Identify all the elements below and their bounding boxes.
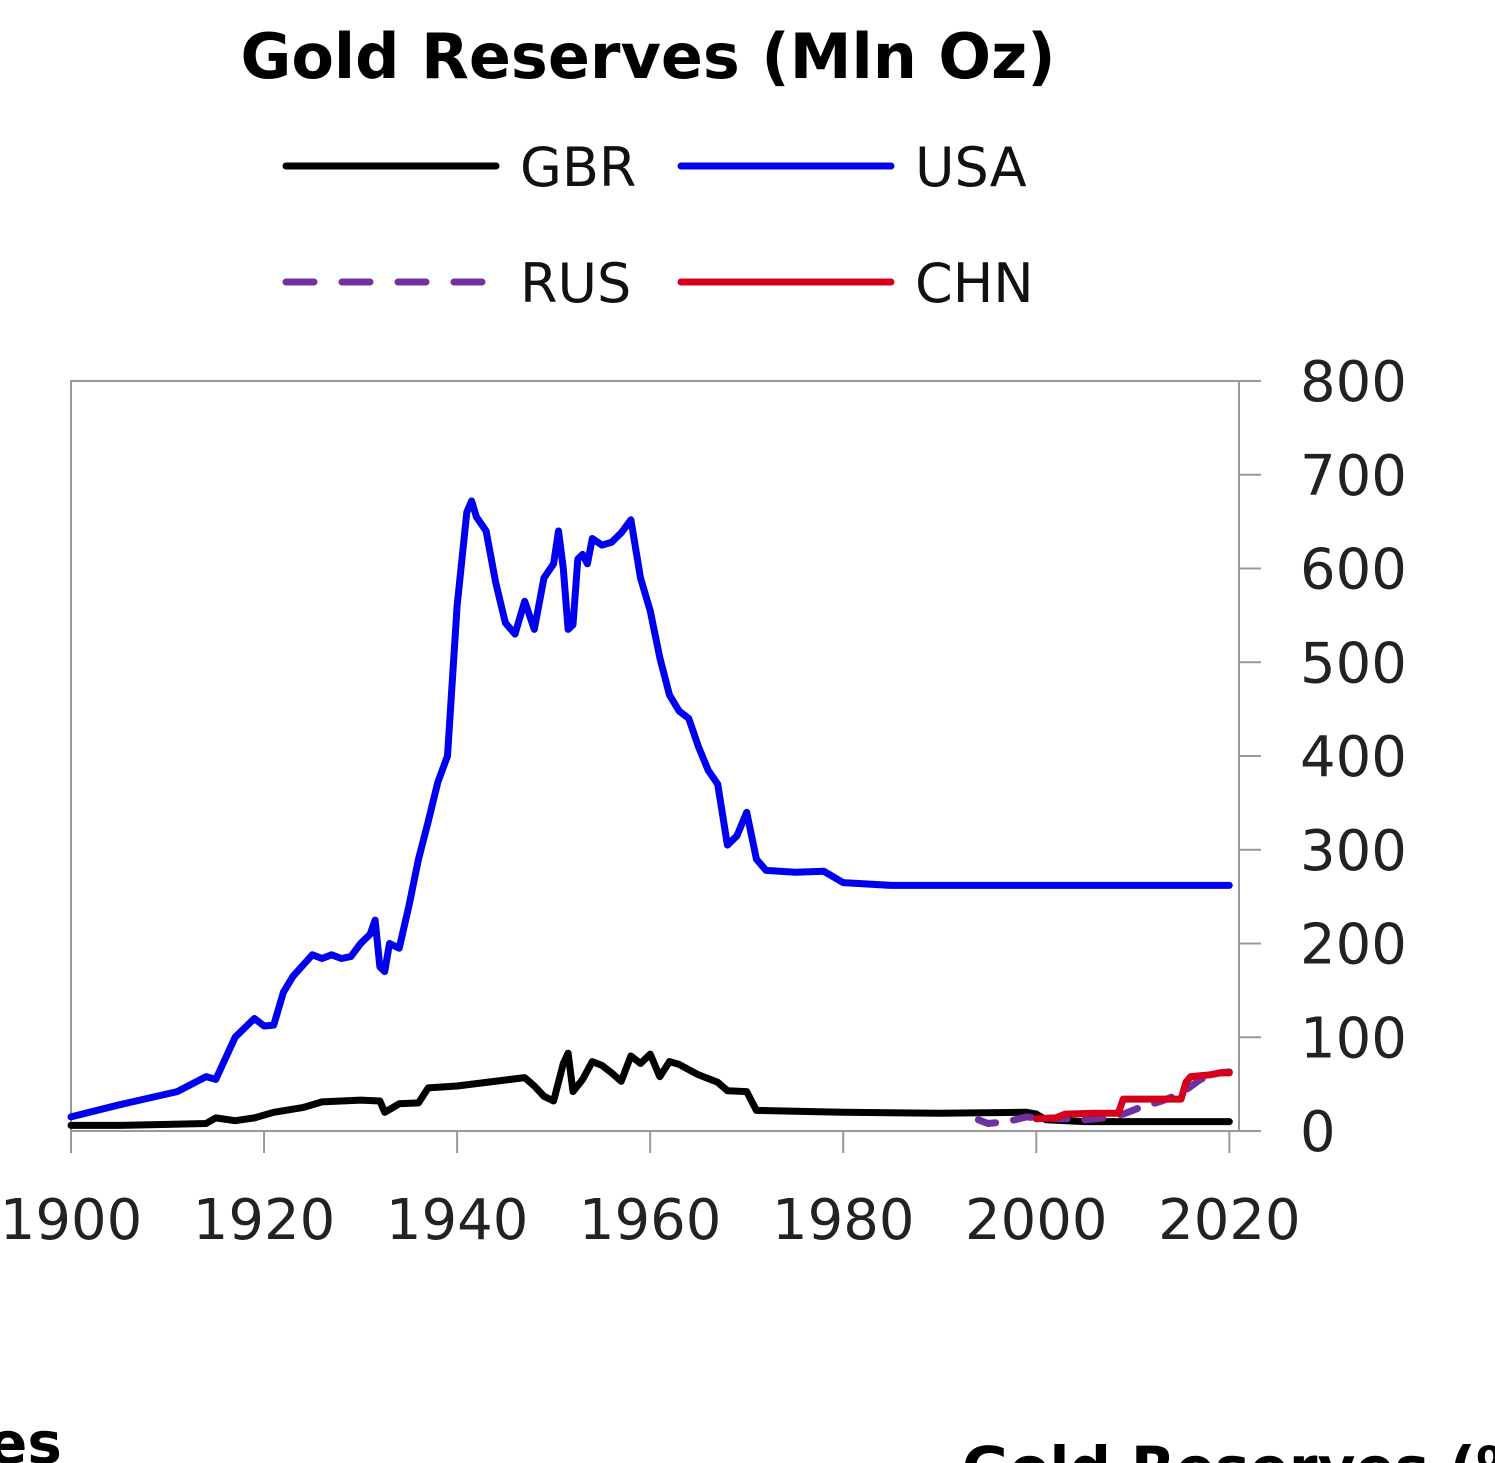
y-tick-label-600: 600	[1300, 538, 1407, 603]
legend-item-chn[interactable]: CHN	[677, 252, 1034, 315]
series-line-rus	[974, 1068, 1233, 1127]
y-tick-label-200: 200	[1300, 913, 1407, 978]
y-tick-label-300: 300	[1300, 819, 1407, 884]
y-tick-label-400: 400	[1300, 725, 1407, 790]
x-tick-label-1960: 1960	[579, 1188, 722, 1253]
plot-area-border	[70, 380, 1240, 1132]
y-tick-label-500: 500	[1300, 631, 1407, 696]
plot-frame	[70, 380, 1240, 1132]
series-line-usa	[67, 497, 1233, 1121]
legend-label-gbr: GBR	[520, 136, 636, 199]
series-line-gbr	[67, 1049, 1233, 1129]
legend-item-usa[interactable]: USA	[677, 136, 1027, 199]
legend-item-rus[interactable]: RUS	[282, 252, 631, 315]
x-tick-label-1900: 1900	[0, 1188, 142, 1253]
legend-label-usa: USA	[915, 136, 1027, 199]
legend-label-chn: CHN	[915, 252, 1034, 315]
y-tick-label-800: 800	[1300, 350, 1407, 415]
chart-title: Gold Reserves (Mln Oz)	[240, 20, 1055, 93]
series-line-chn	[1032, 1069, 1233, 1123]
y-tick-label-100: 100	[1300, 1006, 1407, 1071]
series-lines	[67, 497, 1233, 1129]
y-axis: 0 100 200 300 400 500 600 700 800	[1239, 350, 1407, 1165]
x-tick-label-1920: 1920	[193, 1188, 336, 1253]
x-tick-label-1980: 1980	[772, 1188, 915, 1253]
partial-heading-left: es	[0, 1409, 62, 1463]
y-tick-label-700: 700	[1300, 444, 1407, 509]
x-tick-label-2020: 2020	[1158, 1188, 1301, 1253]
x-axis: 1900 1920 1940 1960 1980 2000 2020	[0, 1131, 1301, 1253]
legend-label-rus: RUS	[520, 252, 631, 315]
legend-item-gbr[interactable]: GBR	[282, 136, 636, 199]
y-tick-label-0: 0	[1300, 1100, 1336, 1165]
x-tick-label-2000: 2000	[965, 1188, 1108, 1253]
x-tick-label-1940: 1940	[386, 1188, 529, 1253]
legend: GBR USA RUS CHN	[282, 136, 1034, 315]
partial-heading-right: Gold Reserves (%	[962, 1434, 1495, 1463]
